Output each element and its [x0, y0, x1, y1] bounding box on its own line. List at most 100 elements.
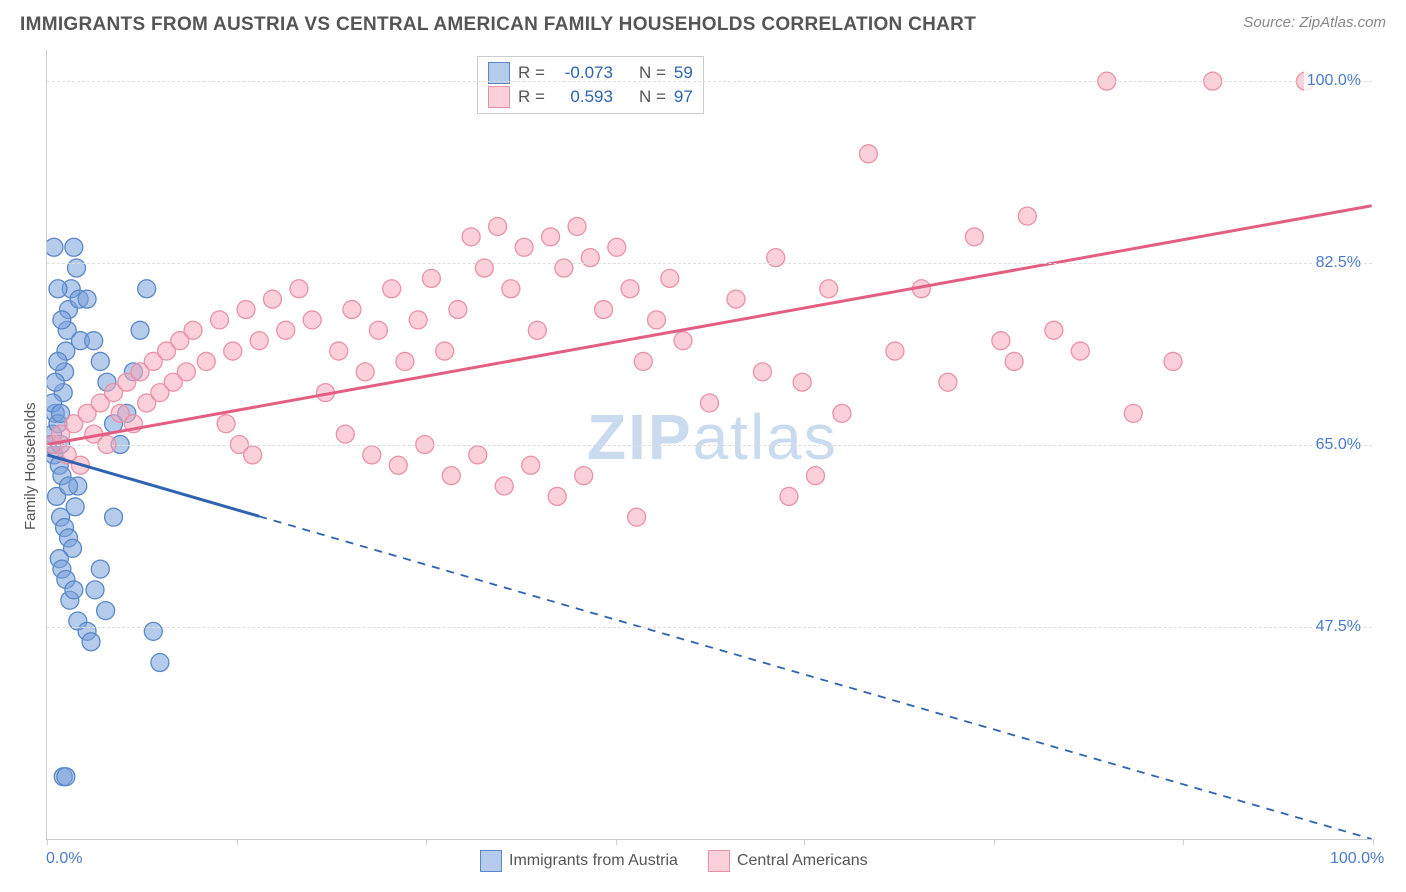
pink-point — [138, 394, 156, 412]
blue-point — [53, 311, 71, 329]
blue-point — [54, 768, 72, 786]
pink-point — [522, 456, 540, 474]
pink-point — [184, 321, 202, 339]
pink-point — [495, 477, 513, 495]
pink-point — [780, 487, 798, 505]
legend-row-pink: R = 0.593 N = 97 — [488, 85, 693, 109]
pink-point — [303, 311, 321, 329]
blue-point — [144, 622, 162, 640]
blue-point — [50, 456, 68, 474]
pink-point — [542, 228, 560, 246]
blue-point — [56, 519, 74, 537]
pink-point — [330, 342, 348, 360]
legend-blue-label: Immigrants from Austria — [509, 852, 678, 870]
pink-point — [224, 342, 242, 360]
pink-point — [555, 259, 573, 277]
blue-point — [53, 467, 71, 485]
gridline — [47, 81, 1372, 82]
blue-point — [57, 342, 75, 360]
blue-point — [71, 332, 89, 350]
pink-point — [263, 290, 281, 308]
pink-point — [422, 269, 440, 287]
blue-point — [52, 508, 70, 526]
legend-correlation: R = -0.073 N = 59 R = 0.593 N = 97 — [477, 56, 704, 114]
blue-point — [98, 373, 116, 391]
pink-point — [1071, 342, 1089, 360]
pink-point — [277, 321, 295, 339]
pink-point — [753, 363, 771, 381]
blue-point — [49, 415, 67, 433]
x-tick — [616, 839, 617, 845]
gridline — [47, 445, 1372, 446]
pink-point — [383, 280, 401, 298]
x-tick — [804, 839, 805, 845]
blue-point — [49, 352, 67, 370]
legend-pink-label: Central Americans — [737, 852, 868, 870]
pink-point — [939, 373, 957, 391]
x-tick — [47, 839, 48, 845]
pink-point — [648, 311, 666, 329]
x-tick — [1373, 839, 1374, 845]
blue-point — [56, 363, 74, 381]
source-prefix: Source: — [1243, 14, 1299, 31]
pink-point — [144, 352, 162, 370]
pink-point — [131, 363, 149, 381]
pink-point — [701, 394, 719, 412]
pink-point — [806, 467, 824, 485]
blue-point — [105, 415, 123, 433]
chart-title: IMMIGRANTS FROM AUSTRIA VS CENTRAL AMERI… — [20, 14, 976, 36]
blue-trend-solid — [47, 455, 259, 516]
pink-point — [336, 425, 354, 443]
pink-point — [548, 487, 566, 505]
blue-trend-dashed — [259, 516, 1371, 839]
pink-point — [608, 238, 626, 256]
pink-point — [595, 301, 613, 319]
x-tick — [426, 839, 427, 845]
pink-point — [1164, 352, 1182, 370]
pink-point — [568, 217, 586, 235]
pink-point — [1018, 207, 1036, 225]
blue-point — [54, 384, 72, 402]
y-tick-label: 65.0% — [1313, 435, 1364, 455]
pink-point — [489, 217, 507, 235]
chart-source: Source: ZipAtlas.com — [1243, 14, 1386, 31]
pink-point — [52, 425, 70, 443]
blue-point — [118, 404, 136, 422]
pink-point — [158, 342, 176, 360]
x-axis-max-label: 100.0% — [1330, 850, 1384, 868]
legend-item-blue: Immigrants from Austria — [480, 850, 678, 872]
blue-point — [78, 622, 96, 640]
blue-point — [57, 768, 75, 786]
pink-point — [475, 259, 493, 277]
blue-point — [64, 539, 82, 557]
pink-point — [197, 352, 215, 370]
pink-point — [105, 384, 123, 402]
blue-point — [66, 498, 84, 516]
pink-point — [396, 352, 414, 370]
pink-point — [727, 290, 745, 308]
blue-point — [60, 301, 78, 319]
blue-point — [151, 654, 169, 672]
pink-point — [1045, 321, 1063, 339]
legend-bottom-swatch-pink — [708, 850, 730, 872]
pink-point — [436, 342, 454, 360]
pink-trend-solid — [47, 206, 1371, 445]
pink-point — [575, 467, 593, 485]
pink-point — [343, 301, 361, 319]
blue-point — [124, 363, 142, 381]
blue-point — [138, 280, 156, 298]
x-tick — [994, 839, 995, 845]
pink-point — [244, 446, 262, 464]
blue-point — [67, 259, 85, 277]
blue-point — [57, 570, 75, 588]
pink-point — [965, 228, 983, 246]
legend-series: Immigrants from Austria Central American… — [480, 850, 868, 872]
pink-point — [151, 384, 169, 402]
pink-point — [111, 404, 129, 422]
pink-point — [164, 373, 182, 391]
blue-point — [91, 560, 109, 578]
pink-point — [793, 373, 811, 391]
pink-point — [58, 446, 76, 464]
blue-point — [62, 280, 80, 298]
pink-point — [369, 321, 387, 339]
